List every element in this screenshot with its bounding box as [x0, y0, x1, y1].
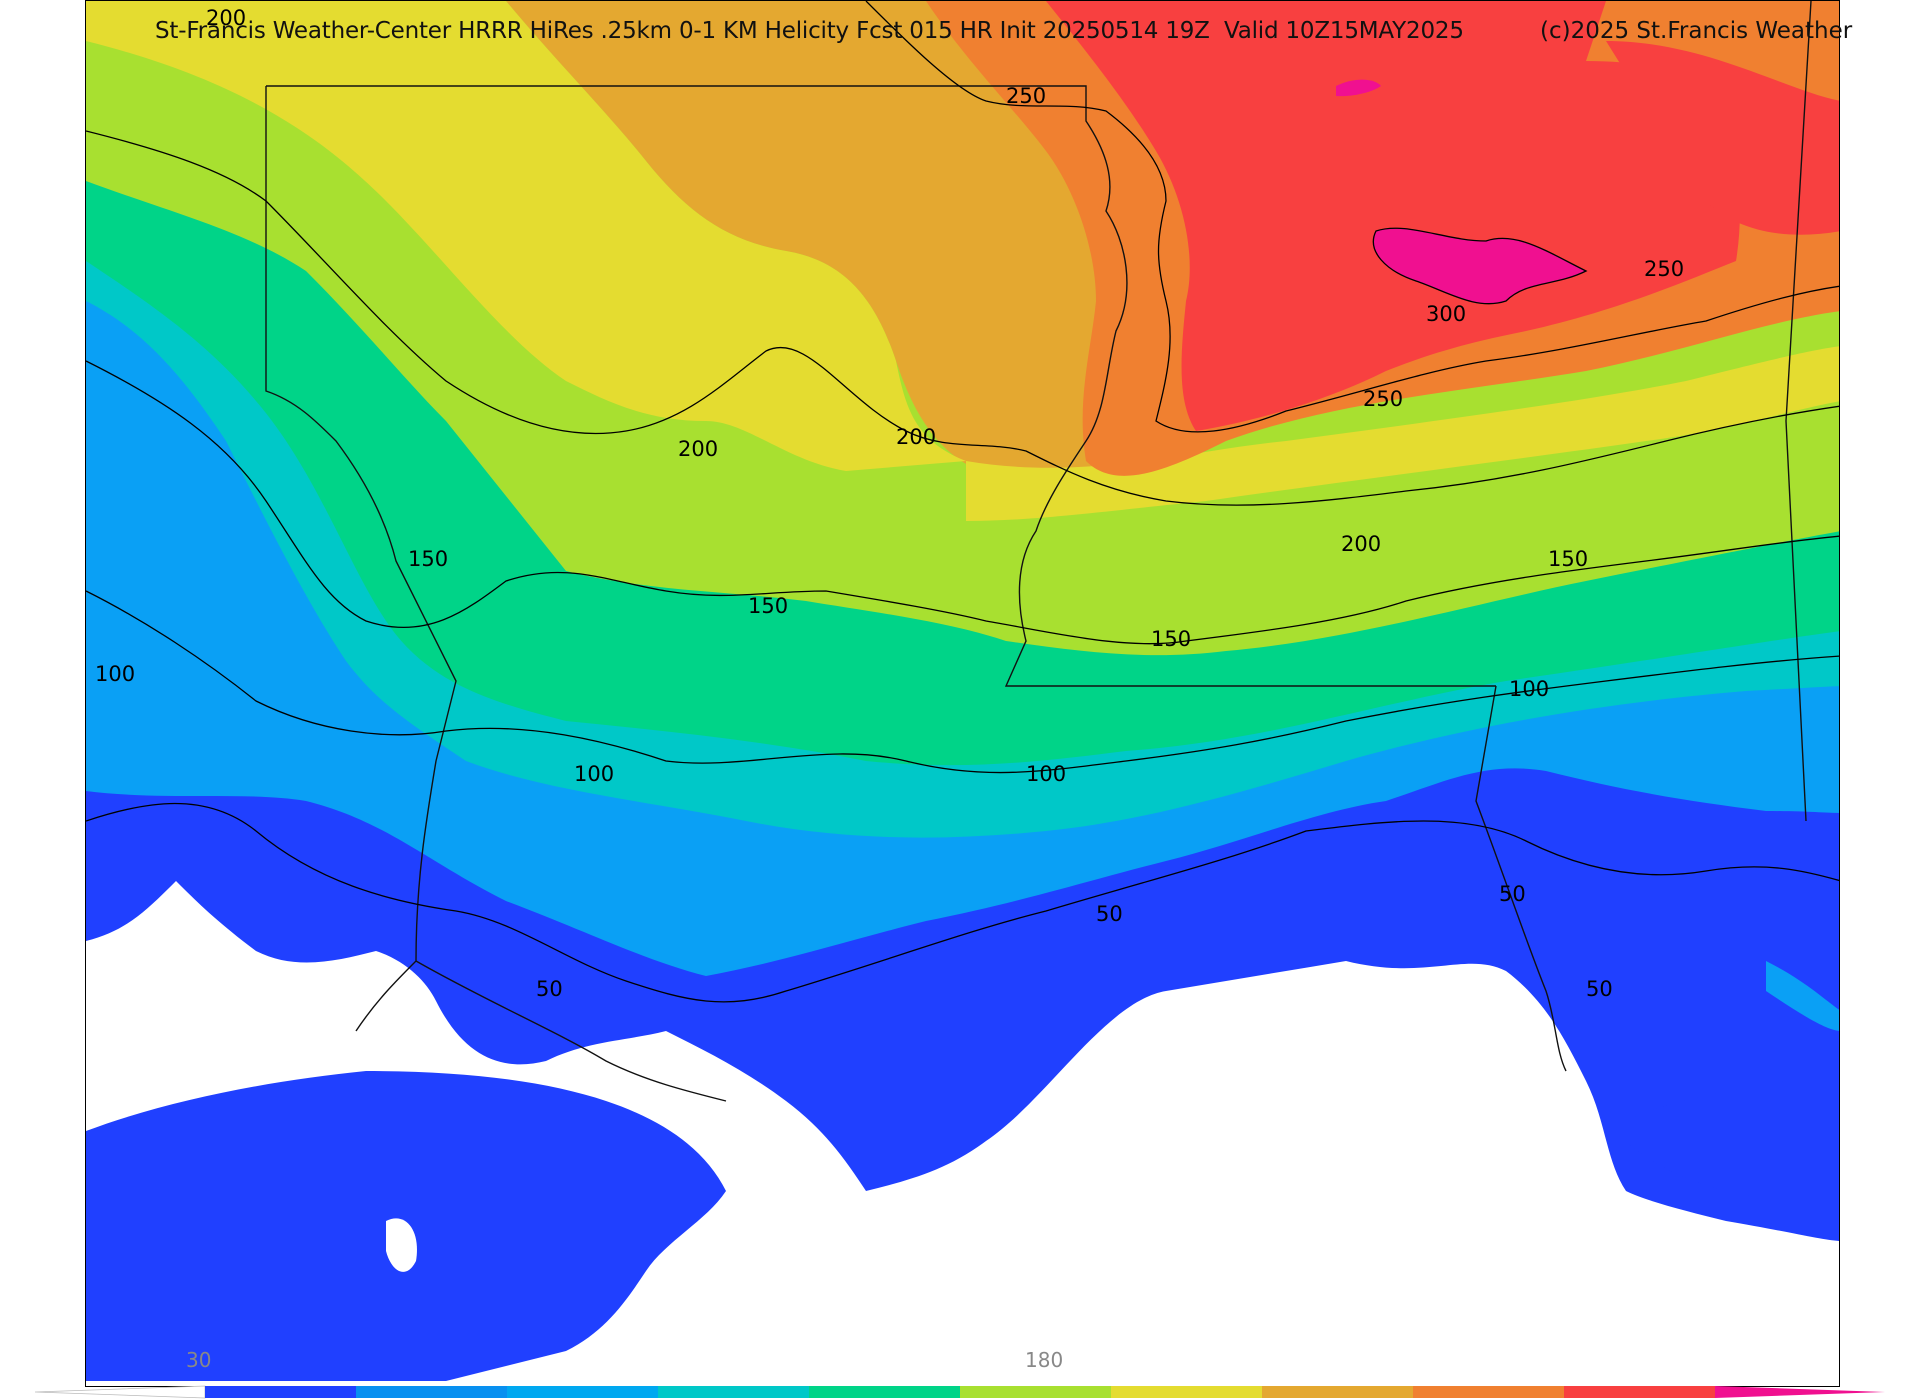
contour-label-250-east-b: 250 [1644, 257, 1684, 281]
island-white [386, 1218, 417, 1272]
band-yellow-west [86, 1, 966, 471]
map-frame: 250 200 200 200 200 250 250 300 150 150 … [85, 0, 1840, 1387]
colorbar-segment [205, 1386, 357, 1398]
colorbar-segment [1715, 1386, 1885, 1398]
band-blue-gulf-east [1626, 1081, 1839, 1199]
contour-label-150-west: 150 [408, 547, 448, 571]
colorbar-segment [507, 1386, 659, 1398]
contour-200 [86, 130, 1839, 506]
contour-lines [86, 1, 1839, 1003]
colorbar-tick-180: 180 [1025, 1348, 1064, 1372]
band-red-east [1606, 41, 1839, 235]
contour-label-50-mid: 50 [1096, 902, 1123, 926]
map-title: St-Francis Weather-Center HRRR HiRes .25… [155, 18, 1464, 44]
contour-label-100-mid-b: 100 [1026, 762, 1066, 786]
contour-label-150-east-b: 150 [1548, 547, 1588, 571]
state-border-south [415, 960, 727, 1102]
contour-label-50-west: 50 [536, 977, 563, 1001]
contour-label-200-east: 200 [1341, 532, 1381, 556]
contour-label-50-east-b: 50 [1586, 977, 1613, 1001]
contour-label-group: 250 200 200 200 200 250 250 300 150 150 … [95, 6, 1684, 1001]
contour-label-50-east-a: 50 [1499, 882, 1526, 906]
colorbar [34, 1385, 1885, 1399]
band-red [1046, 1, 1740, 431]
colorbar-segment [1564, 1386, 1716, 1398]
colorbar-segment [1413, 1386, 1565, 1398]
contour-label-200-mid-b: 200 [896, 425, 936, 449]
contour-label-100-east: 100 [1509, 677, 1549, 701]
band-magenta-small [1336, 79, 1381, 97]
contour-300 [1372, 227, 1588, 305]
band-lightblue-east [1766, 961, 1839, 1031]
state-border-east [1475, 1, 1812, 1072]
colorbar-segment [960, 1386, 1112, 1398]
colorbar-segments [34, 1385, 1885, 1399]
contour-label-150-east-a: 150 [1151, 627, 1191, 651]
colorbar-segment [1262, 1386, 1414, 1398]
contour-50 [86, 802, 1839, 1003]
contour-label-250-north: 250 [1006, 84, 1046, 108]
contour-label-200-mid-a: 200 [678, 437, 718, 461]
colorbar-segment [1111, 1386, 1263, 1398]
colorbar-segment [34, 1385, 206, 1399]
state-border-west [265, 86, 457, 1032]
contour-150 [86, 360, 1839, 645]
band-yellow-east [966, 346, 1839, 521]
contour-250 [865, 1, 1839, 433]
map-copyright: (c)2025 St.Francis Weather [1540, 18, 1853, 44]
colorbar-segment [809, 1386, 961, 1398]
helicity-map: 250 200 200 200 200 250 250 300 150 150 … [86, 1, 1839, 1386]
contour-label-250-east-a: 250 [1363, 387, 1403, 411]
colorbar-segment [658, 1386, 810, 1398]
contour-label-300: 300 [1426, 302, 1466, 326]
contour-label-200-nw: 200 [206, 6, 246, 30]
contour-label-100-mid-a: 100 [574, 762, 614, 786]
state-border-north [266, 85, 1496, 687]
contour-label-100-west: 100 [95, 662, 135, 686]
contour-100 [86, 590, 1839, 774]
colorbar-tick-30: 30 [186, 1348, 212, 1372]
colorbar-segment [356, 1386, 508, 1398]
contour-label-150-mid: 150 [748, 594, 788, 618]
